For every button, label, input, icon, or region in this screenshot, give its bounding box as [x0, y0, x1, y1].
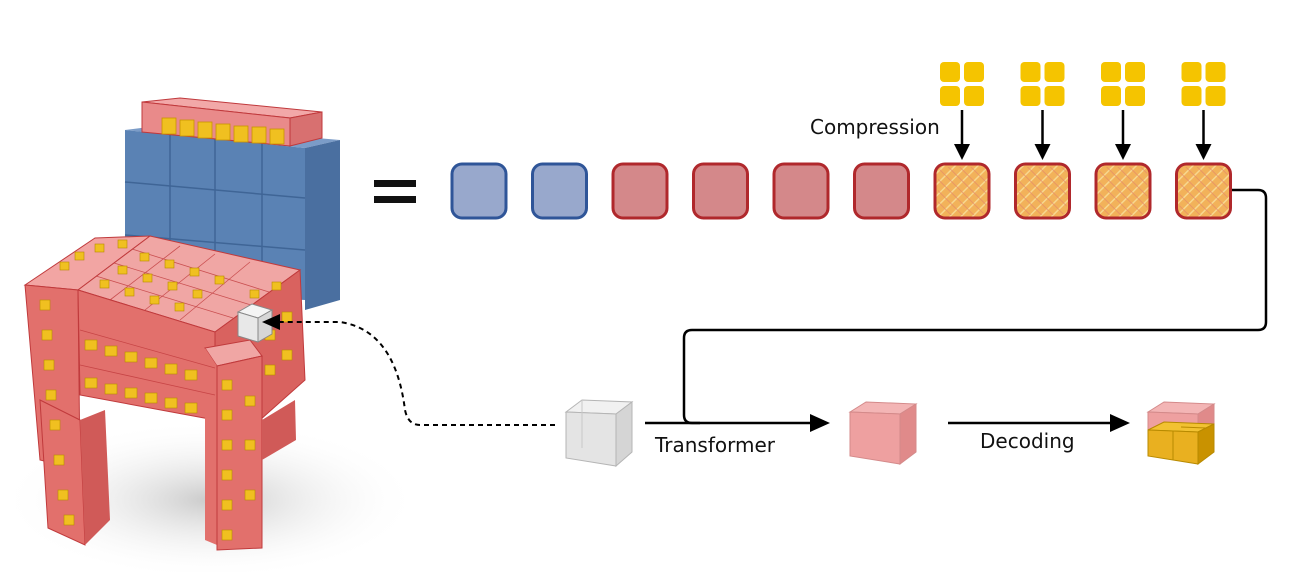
equals-sign — [374, 180, 416, 203]
compression-group-8 — [1020, 62, 1065, 160]
yellow-voxel-square — [1125, 86, 1145, 106]
token-hatch-overlay — [938, 167, 986, 215]
yellow-voxel-square — [1205, 62, 1226, 82]
yellow-voxel-square — [1101, 86, 1121, 106]
yellow-voxel-square — [964, 86, 984, 106]
token-sequence — [450, 162, 1232, 220]
query-voxel-dashed-arrow — [272, 321, 555, 426]
decoding-label: Decoding — [980, 429, 1075, 453]
yellow-voxel-square — [1101, 62, 1121, 82]
yellow-voxel-square — [1181, 62, 1202, 82]
token-hatch-overlay — [1099, 167, 1147, 215]
compression-groups — [940, 62, 1226, 160]
compression-group-9 — [1101, 62, 1145, 160]
compression-group-10 — [1181, 62, 1226, 160]
token-blue-2 — [531, 162, 588, 220]
token-red-5 — [772, 162, 830, 220]
transformer-arrowhead — [810, 414, 830, 432]
token-red-4 — [692, 162, 749, 220]
token-red-3 — [611, 162, 669, 220]
input-query-cube — [564, 399, 634, 468]
compression-label: Compression — [810, 115, 940, 139]
compression-arrowhead — [1115, 144, 1131, 160]
token-hatch-overlay — [1018, 167, 1067, 215]
decoded-cube — [1146, 401, 1216, 465]
compression-group-7 — [940, 62, 984, 160]
chair-selected-voxel — [236, 303, 274, 343]
compression-arrowhead — [1034, 144, 1051, 160]
yellow-voxel-square — [1020, 62, 1041, 82]
yellow-voxel-square — [940, 86, 960, 106]
yellow-voxel-square — [1181, 86, 1202, 106]
sequence-to-transformer-connector — [682, 188, 1268, 425]
token-hatch-overlay — [1179, 167, 1228, 215]
yellow-voxel-square — [1020, 86, 1041, 106]
voxel-chair-model — [0, 97, 420, 572]
predicted-red-cube — [848, 401, 918, 465]
compression-arrowhead — [1195, 144, 1212, 160]
yellow-voxel-square — [1044, 86, 1065, 106]
dashed-arrowhead — [262, 314, 280, 330]
chair-top-rail — [141, 97, 323, 147]
yellow-voxel-square — [1044, 62, 1065, 82]
yellow-voxel-square — [1125, 62, 1145, 82]
yellow-voxel-square — [940, 62, 960, 82]
transformer-label: Transformer — [654, 433, 776, 457]
compression-arrowhead — [954, 144, 970, 160]
token-blue-1 — [450, 162, 508, 220]
decoding-arrowhead — [1110, 414, 1130, 432]
token-red-6 — [853, 162, 910, 220]
yellow-voxel-square — [1205, 86, 1226, 106]
yellow-voxel-square — [964, 62, 984, 82]
